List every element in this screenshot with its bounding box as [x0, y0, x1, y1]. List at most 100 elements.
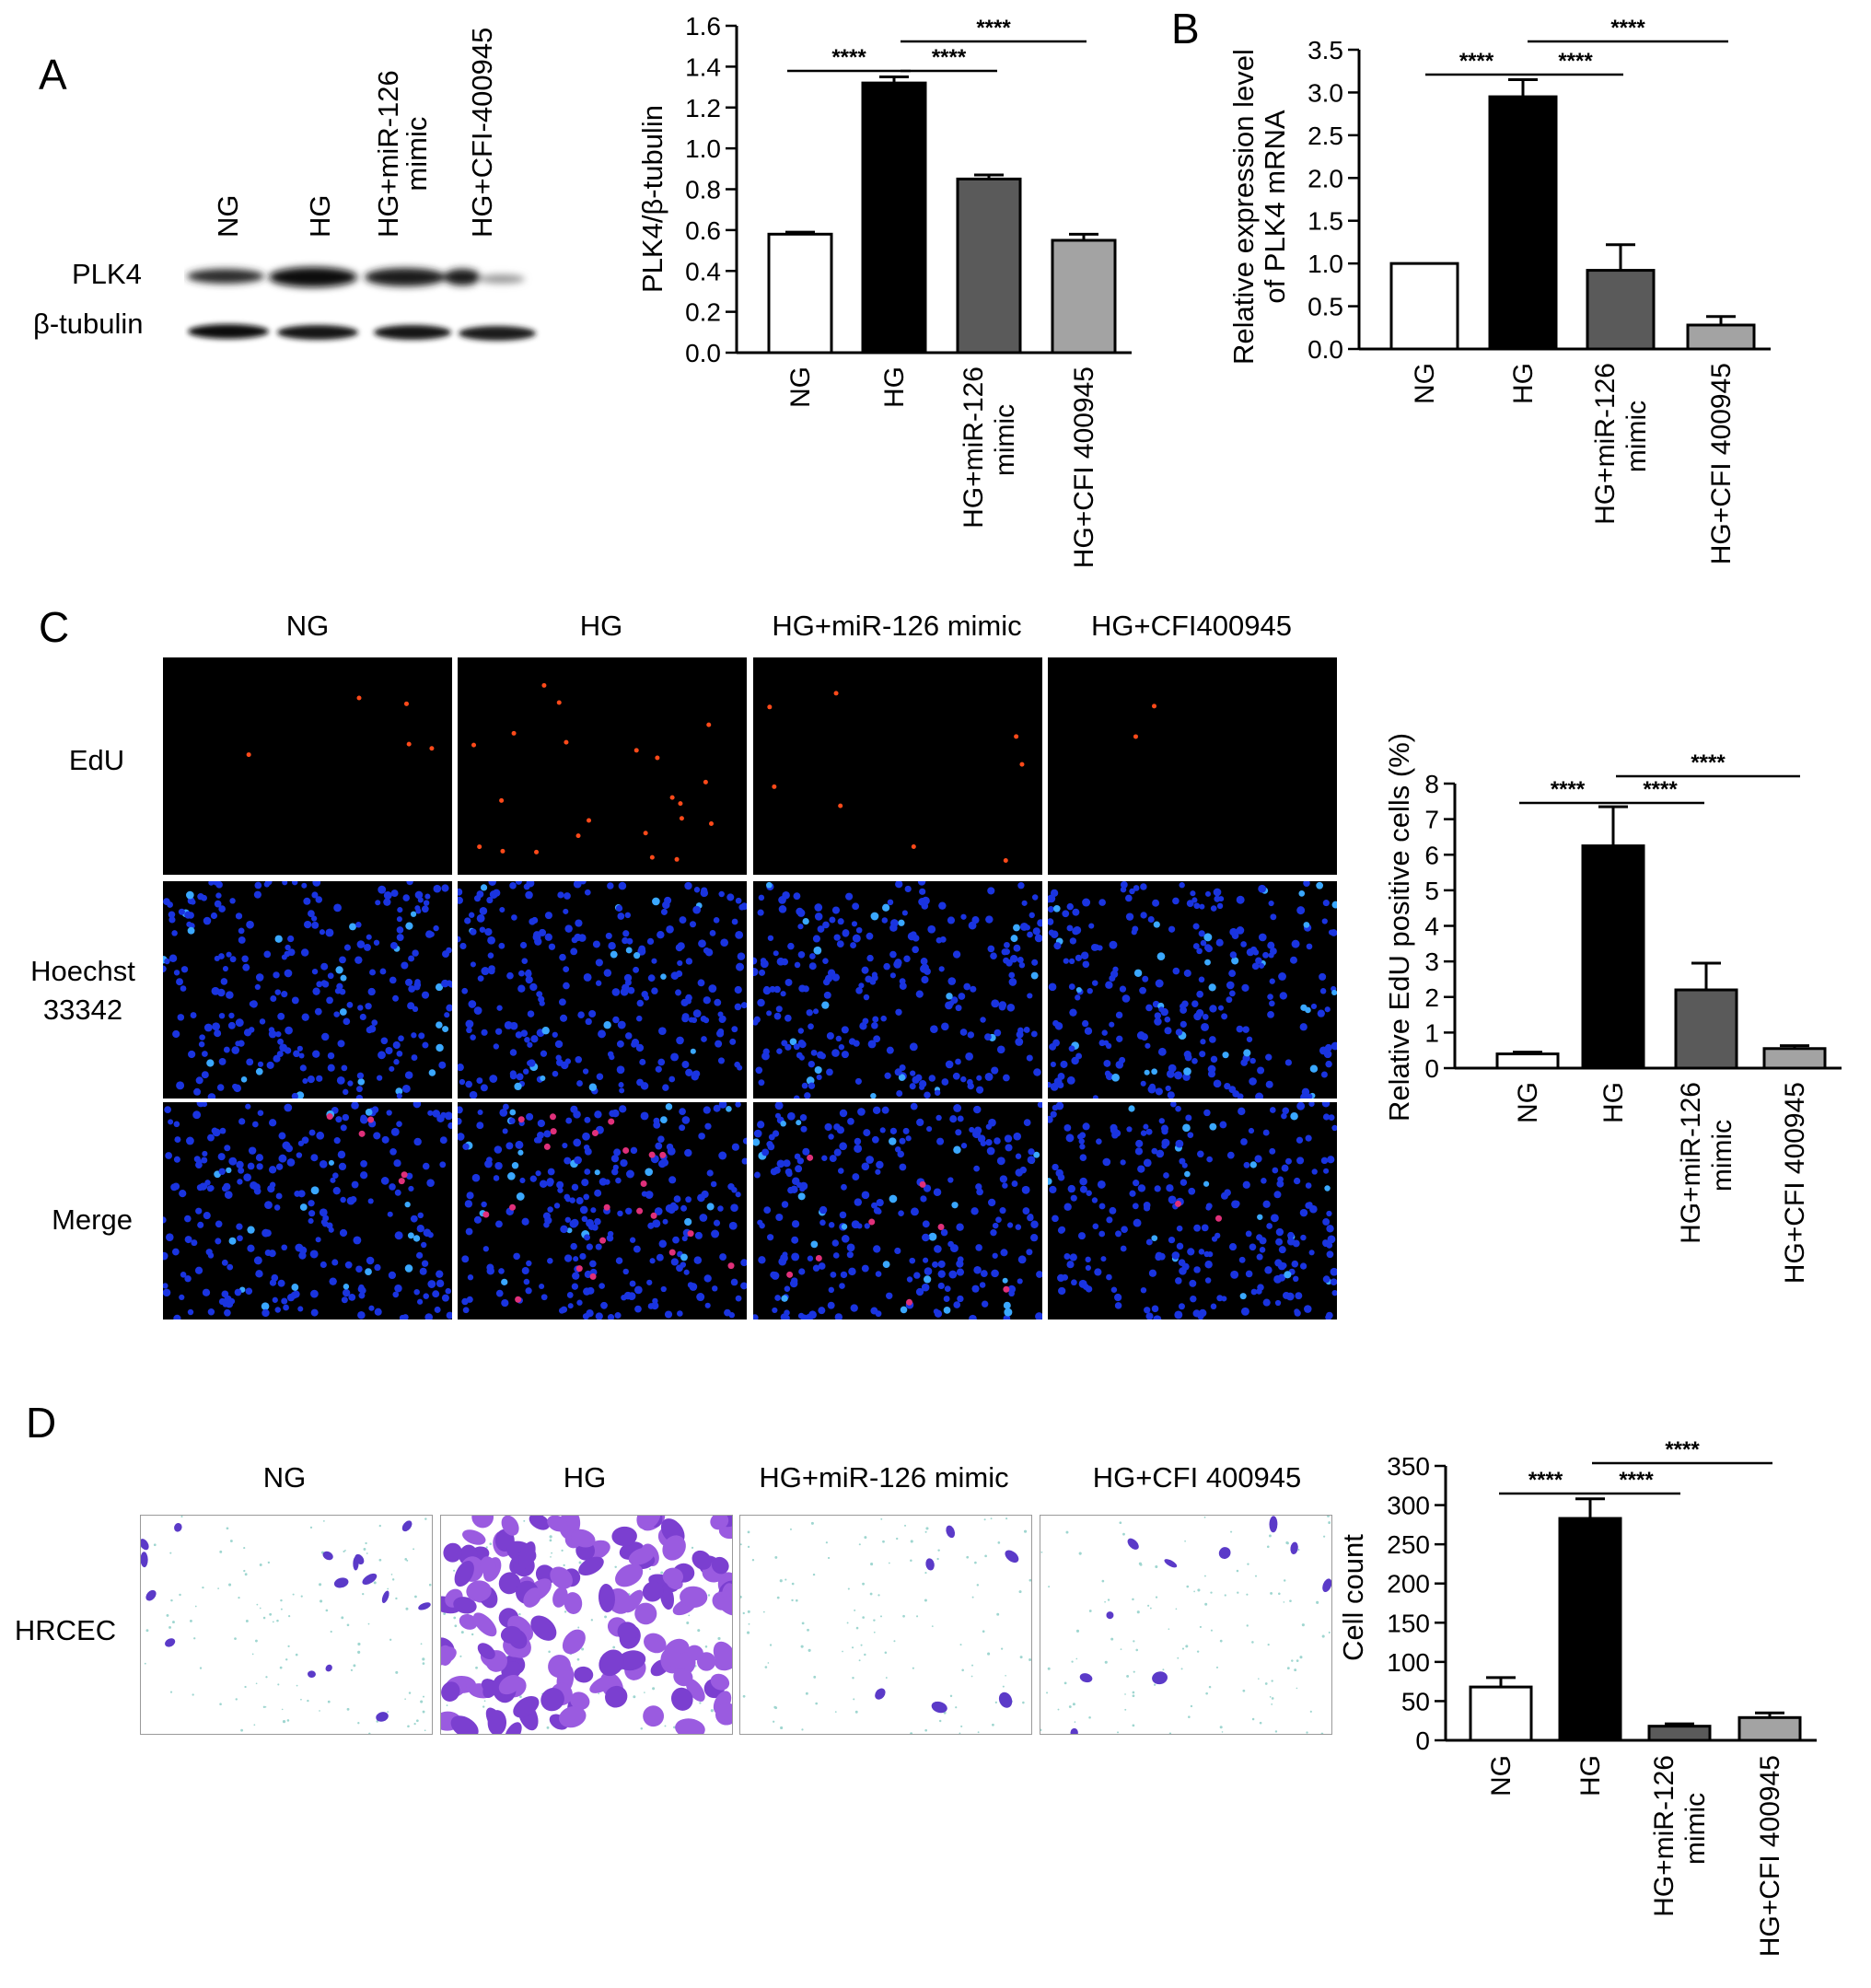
pore-speck: [769, 1644, 773, 1646]
nucleus: [464, 917, 471, 924]
edu-nucleus: [406, 741, 412, 747]
nucleus: [1328, 1114, 1335, 1122]
nucleus: [169, 954, 178, 963]
nucleus: [339, 956, 346, 964]
category-label-line: mimic: [1621, 401, 1652, 472]
nucleus: [1238, 1256, 1246, 1263]
nucleus: [681, 1061, 690, 1069]
stained-cell: [1070, 1727, 1078, 1734]
nucleus: [614, 1312, 622, 1320]
nucleus: [921, 975, 929, 984]
nucleus: [774, 1112, 782, 1119]
nucleus: [633, 1285, 643, 1295]
nucleus: [1079, 1144, 1086, 1150]
nucleus: [1259, 1237, 1267, 1245]
nucleus: [872, 1016, 879, 1023]
edu-image-mimic: [753, 657, 1042, 875]
nucleus: [861, 1191, 870, 1200]
nucleus: [822, 958, 829, 964]
significance-label: ****: [1643, 777, 1678, 802]
nucleus: [1018, 961, 1026, 969]
nucleus: [176, 978, 183, 986]
nucleus: [924, 1275, 932, 1284]
nucleus: [910, 1207, 919, 1216]
nucleus: [526, 1260, 532, 1267]
nucleus: [776, 1159, 785, 1168]
nucleus: [1114, 1302, 1122, 1309]
nucleus: [758, 894, 765, 901]
nucleus: [1180, 1020, 1187, 1029]
nucleus: [1266, 1223, 1273, 1229]
nucleus: [1221, 1013, 1228, 1020]
nucleus: [1119, 985, 1127, 993]
nucleus: [467, 1274, 474, 1281]
nucleus: [388, 1271, 397, 1280]
nucleus: [959, 1029, 968, 1036]
nucleus: [923, 1257, 929, 1263]
pore-speck: [977, 1731, 980, 1734]
nucleus: [527, 1010, 535, 1017]
nucleus: [393, 1159, 401, 1168]
y-tick-label: 350: [1387, 1452, 1430, 1481]
nucleus: [718, 1151, 727, 1160]
nucleus: [253, 1256, 262, 1265]
pore-speck: [1251, 1717, 1255, 1721]
pore-speck: [959, 1732, 961, 1734]
pore-speck: [1122, 1532, 1125, 1536]
nucleus: [272, 1296, 278, 1303]
nucleus: [310, 1308, 319, 1317]
transwell-image-hg: [440, 1515, 733, 1735]
nucleus: [1204, 1260, 1213, 1269]
nucleus: [426, 1179, 435, 1187]
nucleus: [366, 1026, 374, 1034]
nucleus: [976, 1086, 984, 1094]
nucleus: [808, 1082, 816, 1089]
pore-speck: [974, 1561, 977, 1564]
nucleus: [814, 913, 823, 921]
pore-speck: [762, 1610, 765, 1613]
nucleus: [890, 919, 899, 927]
pore-speck: [1184, 1540, 1186, 1542]
nucleus: [967, 1031, 975, 1039]
nucleus: [296, 1152, 303, 1158]
pore-speck: [546, 1726, 550, 1729]
nucleus: [841, 1235, 850, 1243]
nucleus: [1033, 1068, 1041, 1076]
nucleus: [261, 1308, 270, 1318]
nucleus: [494, 1028, 503, 1035]
pore-speck: [1208, 1685, 1212, 1689]
nucleus: [976, 1188, 983, 1196]
nucleus: [767, 1143, 775, 1151]
pore-speck: [234, 1637, 237, 1640]
nucleus: [1331, 1290, 1337, 1296]
nucleus: [1269, 1147, 1276, 1155]
pore-speck: [1078, 1552, 1082, 1555]
nucleus: [924, 1091, 931, 1099]
nucleus: [652, 897, 660, 906]
nucleus: [1155, 1087, 1163, 1096]
pore-speck: [1294, 1668, 1297, 1671]
nucleus: [509, 1072, 517, 1080]
nucleus: [216, 1084, 225, 1091]
pore-speck: [1266, 1545, 1270, 1549]
nucleus: [367, 1198, 374, 1204]
nucleus: [177, 1014, 185, 1021]
nucleus: [291, 1284, 299, 1291]
pore-speck: [414, 1595, 417, 1599]
nucleus: [208, 881, 215, 886]
nucleus: [673, 1195, 681, 1203]
nucleus: [835, 1035, 843, 1042]
pore-speck: [189, 1619, 192, 1622]
pore-speck: [983, 1518, 986, 1521]
nucleus: [422, 1162, 430, 1170]
pore-speck: [287, 1645, 290, 1648]
nucleus: [1277, 1261, 1286, 1271]
nucleus: [948, 1000, 955, 1006]
nucleus: [1199, 1051, 1206, 1058]
nucleus: [458, 896, 463, 904]
nucleus: [529, 918, 536, 925]
nucleus: [735, 1102, 741, 1108]
nucleus: [735, 1295, 742, 1302]
edu-nucleus: [767, 704, 773, 710]
nucleus: [630, 1146, 638, 1155]
